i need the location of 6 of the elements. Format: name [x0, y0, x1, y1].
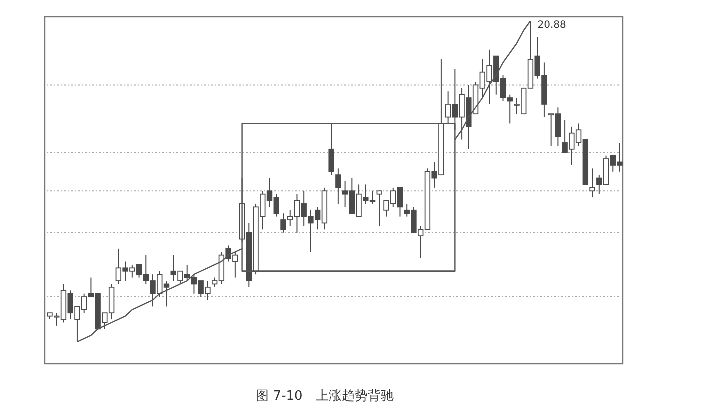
candlestick [376, 190, 382, 227]
candlestick [328, 123, 334, 176]
candlestick [590, 168, 596, 198]
text: 图 7-10 上涨趋势背驰 [256, 389, 394, 404]
annotation: 20.88 [538, 20, 566, 31]
candlestick [336, 168, 342, 204]
